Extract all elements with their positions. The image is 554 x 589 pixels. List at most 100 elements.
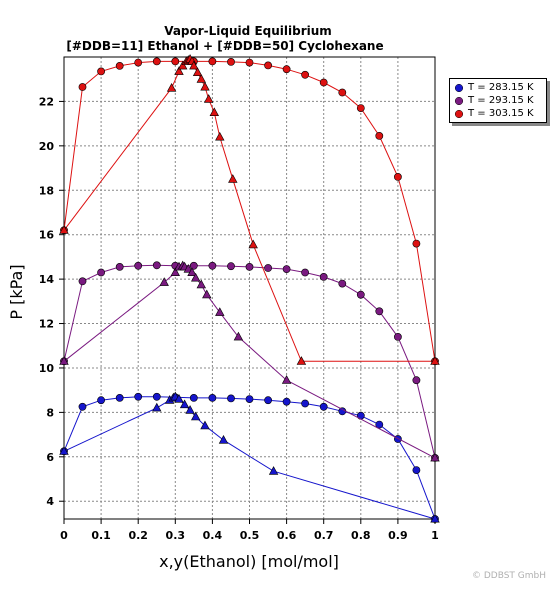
liquid-point (356, 104, 365, 112)
liquid-point (301, 268, 309, 277)
vapor-point (177, 60, 188, 70)
liquid-point (115, 262, 124, 271)
legend-marker-283 (454, 83, 464, 92)
y-tick-label: 16 (39, 229, 55, 242)
vapor-point (192, 67, 203, 76)
liquid-point (115, 393, 124, 402)
vapor-point (209, 107, 220, 116)
vapor-point (59, 356, 69, 365)
vapor-point (281, 375, 292, 384)
chart-subtitle: [#DDB=11] Ethanol + [#DDB=50] Cyclohexan… (66, 39, 383, 53)
liquid-point (375, 131, 384, 140)
legend-item-303: T = 303.15 K (450, 107, 546, 120)
x-tick-label: 1 (431, 529, 439, 542)
liquid-point (97, 67, 105, 76)
grid-lines (64, 57, 435, 519)
liquid-point (301, 399, 309, 408)
liquid-point (356, 290, 365, 299)
legend-label-303: T = 303.15 K (468, 108, 534, 119)
liquid-point (393, 332, 402, 341)
vapor-point (59, 225, 69, 234)
liquid-point (412, 376, 421, 385)
vapor-point (190, 411, 201, 421)
liquid-point (97, 396, 105, 405)
vapor-point (174, 66, 184, 75)
vapor-point (166, 82, 177, 92)
vapor-point (152, 402, 162, 412)
y-tick-label: 10 (39, 362, 55, 375)
vapor-point (190, 272, 201, 282)
liquid-point (375, 307, 384, 316)
vapor-point (430, 452, 440, 462)
liquid-point (412, 239, 421, 248)
liquid-point (338, 279, 347, 288)
liquid-point (319, 78, 328, 87)
liquid-point (78, 83, 87, 91)
liquid-point (338, 88, 347, 97)
vapor-point (189, 60, 199, 70)
vapor-point (296, 356, 307, 365)
legend-marker-303 (454, 109, 464, 118)
liquid-point (134, 58, 143, 67)
vapor-point (200, 81, 210, 91)
vapor-point (196, 74, 207, 83)
liquid-point (208, 393, 217, 402)
chart-title: Vapor-Liquid Equilibrium (164, 24, 332, 38)
liquid-point (78, 402, 87, 411)
liquid-point (189, 393, 198, 402)
liquid-point (301, 70, 309, 79)
y-tick-label: 12 (39, 318, 54, 331)
vapor-point (233, 331, 244, 341)
axes: 0 0.1 0.2 0.3 0.4 0.5 0.6 0.7 0.8 0.9 146810121416… (39, 95, 439, 542)
liquid-point (393, 172, 402, 181)
liquid-point (245, 262, 254, 271)
x-tick-label: 0.2 (128, 529, 148, 542)
x-tick-label: 0.7 (314, 529, 334, 542)
liquid-point (245, 58, 254, 67)
vapor-point (430, 356, 440, 365)
y-tick-label: 8 (46, 406, 54, 419)
liquid-point (134, 261, 143, 270)
vapor-point (218, 434, 229, 444)
vapor-point (268, 466, 279, 475)
vapor-point (215, 131, 225, 141)
series-2 (59, 54, 440, 366)
legend-label-293: T = 293.15 K (468, 95, 534, 106)
x-tick-label: 0.9 (388, 529, 408, 542)
liquid-point (152, 261, 161, 270)
vapor-point (170, 267, 181, 277)
liquid-point (282, 65, 291, 74)
liquid-point (227, 262, 235, 271)
liquid-point (152, 57, 161, 66)
liquid-point (264, 396, 272, 405)
vapor-point (179, 399, 190, 409)
liquid-point (97, 268, 105, 277)
liquid-point (245, 395, 254, 403)
liquid-point (412, 466, 421, 474)
x-axis-label: x,y(Ethanol) [mol/mol] (159, 552, 339, 571)
liquid-point (189, 261, 198, 270)
liquid-point (78, 277, 87, 286)
liquid-point (264, 264, 272, 272)
y-tick-label: 18 (39, 184, 54, 197)
vapor-point (174, 393, 184, 403)
series-1 (59, 260, 440, 462)
legend-item-293: T = 293.15 K (450, 94, 546, 107)
legend-item-283: T = 283.15 K (450, 81, 546, 94)
y-tick-label: 6 (46, 451, 54, 464)
y-axis-label: P [kPa] (7, 264, 26, 319)
vapor-point (59, 446, 69, 455)
x-tick-label: 0.4 (203, 529, 223, 542)
x-tick-label: 0.6 (277, 529, 297, 542)
vapor-point (200, 420, 210, 430)
y-tick-label: 20 (39, 140, 55, 153)
vapor-point (196, 279, 207, 289)
liquid-point (115, 62, 124, 70)
vapor-point (187, 267, 197, 277)
liquid-point (319, 402, 328, 411)
liquid-point (282, 397, 291, 406)
x-tick-label: 0.5 (240, 529, 260, 542)
x-tick-label: 0.1 (91, 529, 111, 542)
copyright-watermark: © DDBST GmbH (471, 571, 546, 581)
x-tick-label: 0 (60, 529, 68, 542)
